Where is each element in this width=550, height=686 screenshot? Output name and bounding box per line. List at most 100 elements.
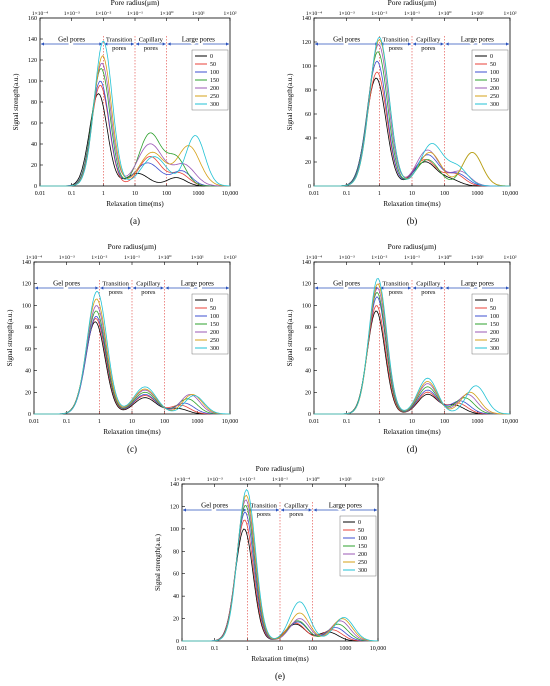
region-arrowhead: [440, 286, 444, 290]
top-tick-label: 1×10²: [371, 477, 384, 483]
legend-label: 0: [210, 298, 213, 304]
top-tick-label: 1×10¹: [471, 255, 484, 261]
legend-label: 50: [490, 62, 496, 68]
x-tick-label: 0.1: [343, 419, 351, 425]
region-arrowhead: [226, 286, 229, 290]
region-arrowhead: [408, 42, 411, 46]
x-tick-label: 1: [98, 419, 101, 425]
top-tick-label: 1×10⁻⁴: [306, 11, 322, 17]
region-label: pores: [144, 45, 159, 52]
region-arrowhead: [226, 42, 229, 46]
region-arrowhead: [506, 42, 509, 46]
legend-label: 100: [358, 536, 367, 542]
x-tick-label: 10,000: [222, 191, 239, 197]
y-tick-label: 40: [173, 594, 179, 600]
series-line: [314, 36, 510, 187]
y-tick-label: 20: [305, 160, 311, 166]
y-tick-label: 80: [25, 325, 31, 331]
x-axis-title: Relaxation time(ms): [103, 428, 161, 436]
top-tick-label: 1×10²: [223, 255, 236, 261]
region-arrowhead: [374, 508, 377, 512]
legend-label: 0: [358, 520, 361, 526]
region-label: Capillary: [139, 37, 164, 44]
top-axis-title: Pore radius(μm): [108, 242, 157, 251]
legend-label: 100: [490, 314, 499, 320]
region-label: Transition: [106, 37, 133, 44]
x-tick-label: 0.01: [177, 646, 188, 652]
x-tick-label: 0.1: [211, 646, 219, 652]
region-arrowhead: [133, 286, 136, 290]
region-arrowhead: [440, 42, 444, 46]
top-tick-label: 1×10¹: [192, 11, 205, 17]
x-tick-label: 1000: [191, 419, 203, 425]
y-tick-label: 140: [22, 260, 31, 266]
region-label: Capillary: [416, 281, 441, 288]
region-label: pores: [289, 511, 304, 518]
legend-label: 50: [210, 306, 216, 312]
top-tick-label: 1×10⁻²: [91, 255, 107, 261]
y-tick-label: 40: [25, 369, 31, 375]
legend-label: 300: [210, 102, 219, 108]
region-arrowhead: [308, 508, 312, 512]
region-label: Gel pores: [58, 36, 85, 44]
region-arrowhead: [41, 42, 44, 46]
panel-label: (b): [407, 216, 418, 226]
x-tick-label: 1: [246, 646, 249, 652]
x-tick-label: 0.1: [63, 419, 71, 425]
y-axis-title: Signal strength(a.u.): [286, 309, 294, 367]
legend-label: 250: [358, 560, 367, 566]
y-tick-label: 140: [302, 260, 311, 266]
y-tick-label: 140: [28, 37, 37, 43]
legend-label: 150: [490, 78, 499, 84]
region-arrowhead: [136, 42, 139, 46]
y-tick-label: 20: [31, 163, 37, 169]
region-label: Gel pores: [333, 280, 360, 288]
y-tick-label: 80: [305, 88, 311, 94]
region-label: Transition: [382, 281, 409, 288]
y-tick-label: 60: [25, 347, 31, 353]
legend-label: 100: [490, 70, 499, 76]
x-tick-label: 1: [378, 191, 381, 197]
y-tick-label: 140: [302, 16, 311, 22]
region-arrowhead: [162, 42, 166, 46]
y-tick-label: 80: [31, 100, 37, 106]
region-arrowhead: [408, 286, 411, 290]
region-arrowhead: [243, 508, 247, 512]
top-tick-label: 1×10⁻¹: [272, 477, 288, 483]
y-tick-label: 0: [176, 639, 179, 645]
top-tick-label: 1×10⁻⁴: [32, 11, 48, 17]
top-tick-label: 1×10⁰: [438, 254, 452, 261]
region-arrowhead: [104, 42, 108, 46]
region-arrowhead: [167, 42, 171, 46]
chart-panel: Pore radius(μm) 1×10⁻⁴ 1×10⁻³ 1×10⁻² 1×10⁻¹ 1…: [6, 242, 238, 454]
legend-label: 200: [358, 552, 367, 558]
y-axis-title: Signal strength(a.u.): [12, 73, 20, 131]
legend-label: 150: [490, 322, 499, 328]
y-tick-label: 60: [31, 121, 37, 127]
y-tick-label: 40: [31, 142, 37, 148]
region-arrowhead: [313, 508, 317, 512]
region-label: Gel pores: [333, 36, 360, 44]
y-tick-label: 40: [305, 369, 311, 375]
top-tick-label: 1×10⁻³: [64, 11, 80, 17]
series-line: [314, 278, 510, 415]
x-tick-label: 0.01: [309, 191, 320, 197]
legend-label: 0: [490, 298, 493, 304]
region-arrowhead: [413, 42, 416, 46]
y-tick-label: 20: [305, 390, 311, 396]
legend-label: 100: [210, 314, 219, 320]
region-label: pores: [421, 289, 436, 296]
x-tick-label: 0.01: [309, 419, 320, 425]
legend-label: 300: [358, 568, 367, 574]
top-tick-label: 1×10⁻²: [371, 255, 387, 261]
legend-label: 50: [358, 528, 364, 534]
region-label: Large pores: [461, 280, 494, 288]
panel-label: (e): [275, 671, 285, 681]
y-axis-title: Signal strength(a.u.): [286, 73, 294, 131]
x-tick-label: 1: [102, 191, 105, 197]
y-tick-label: 100: [302, 303, 311, 309]
region-label: Transition: [102, 281, 129, 288]
top-tick-label: 1×10²: [503, 11, 516, 17]
legend-label: 50: [210, 62, 216, 68]
